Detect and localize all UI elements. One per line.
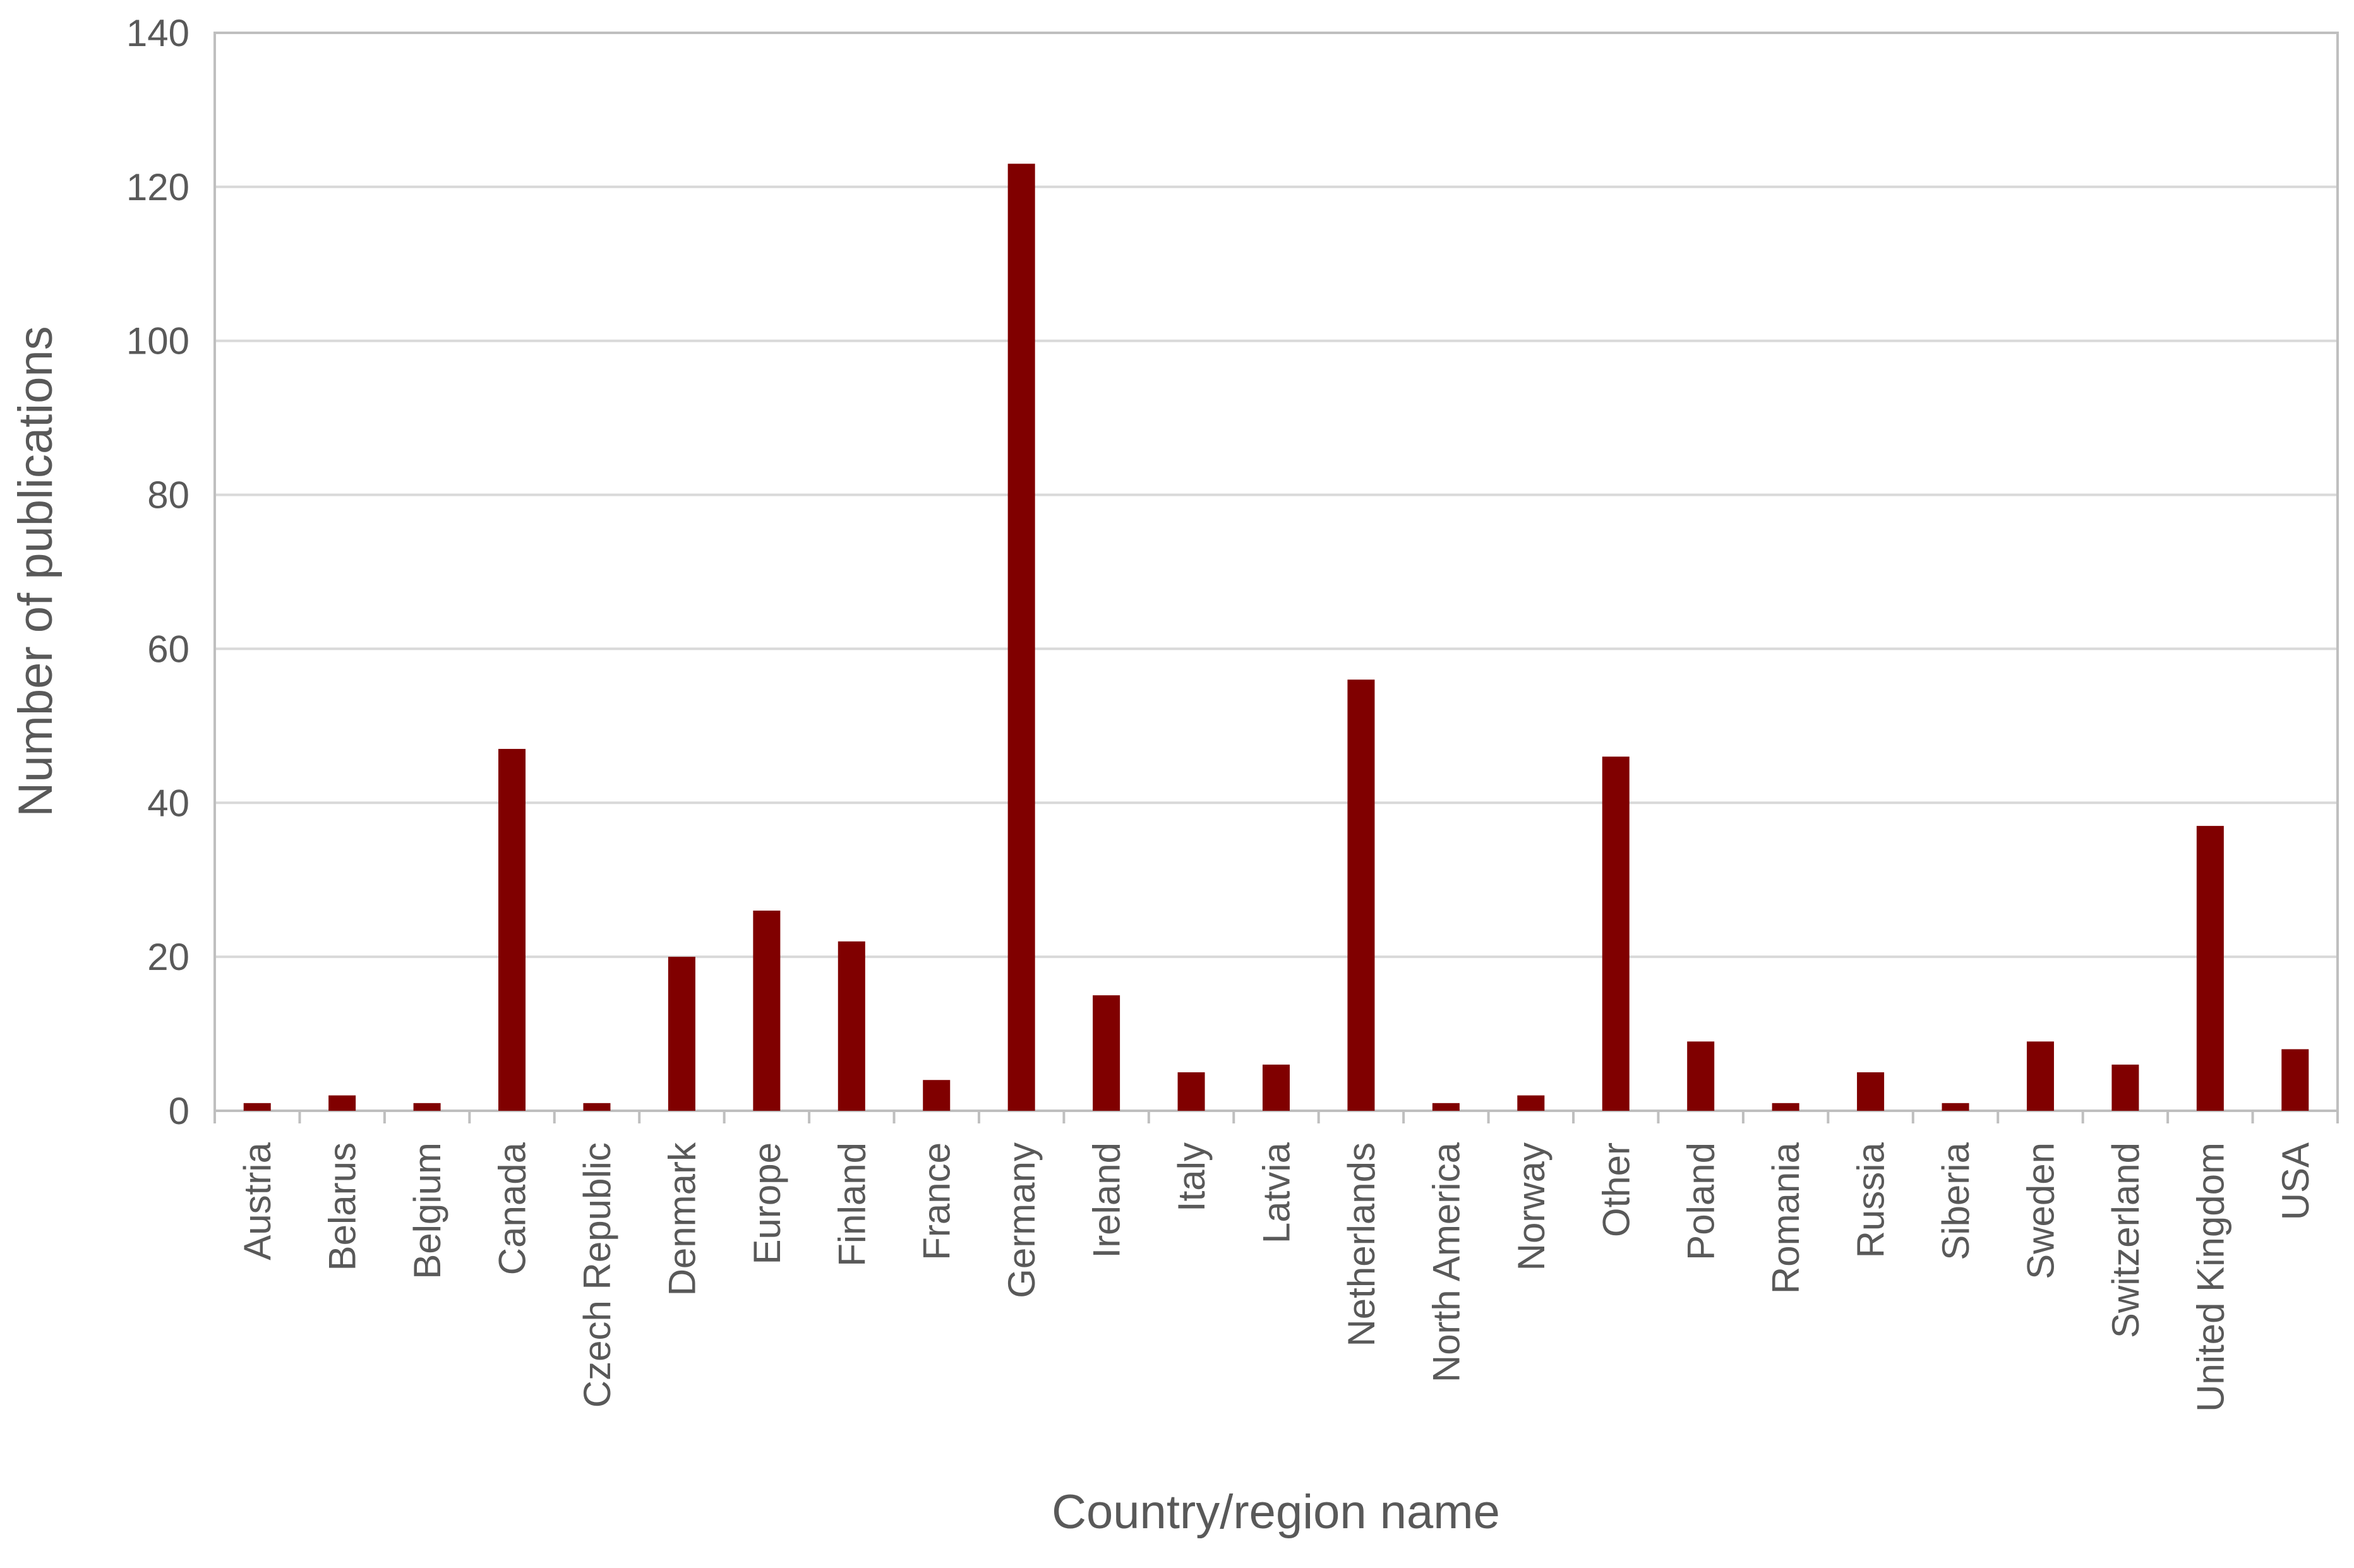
bar: [583, 1103, 611, 1111]
x-tick-label: Latvia: [1256, 1142, 1298, 1243]
y-tick-label: 100: [126, 320, 189, 362]
bar: [1093, 995, 1120, 1111]
x-tick-label: Russia: [1850, 1142, 1892, 1258]
x-tick-label: Sweden: [2019, 1142, 2062, 1279]
bar: [1262, 1064, 1290, 1111]
y-tick-label: 140: [126, 12, 189, 54]
bar: [1942, 1103, 1969, 1111]
x-tick-label: Netherlands: [1340, 1142, 1383, 1347]
bar: [753, 910, 781, 1111]
x-tick-label: Czech Republic: [576, 1142, 618, 1408]
bar: [328, 1095, 356, 1111]
x-axis-title: Country/region name: [1052, 1485, 1500, 1539]
bar: [1347, 679, 1375, 1111]
x-tick-label: North America: [1425, 1142, 1467, 1382]
bar: [413, 1103, 441, 1111]
x-tick-label: Ireland: [1086, 1142, 1128, 1258]
x-tick-label: Austria: [236, 1142, 279, 1260]
y-axis-title: Number of publications: [9, 326, 63, 817]
bar: [838, 941, 865, 1111]
bar: [1857, 1072, 1885, 1111]
x-tick-label: Romania: [1765, 1142, 1807, 1294]
bar: [1432, 1103, 1460, 1111]
x-tick-label: Siberia: [1935, 1142, 1977, 1260]
x-tick-label: Other: [1595, 1142, 1637, 1237]
y-tick-label: 20: [147, 936, 189, 978]
x-tick-label: Finland: [831, 1142, 873, 1267]
bar: [498, 748, 526, 1111]
x-tick-label: Germany: [1000, 1142, 1043, 1298]
x-tick-label: Europe: [746, 1142, 788, 1264]
x-tick-label: United Kingdom: [2189, 1142, 2231, 1412]
bar: [1687, 1041, 1715, 1111]
bar: [668, 957, 695, 1111]
bar: [1602, 757, 1630, 1111]
x-tick-label: Switzerland: [2105, 1142, 2147, 1338]
x-tick-label: Poland: [1680, 1142, 1722, 1260]
x-tick-label: Belarus: [321, 1142, 364, 1271]
bar: [1007, 164, 1035, 1111]
bar: [2196, 825, 2224, 1111]
bar: [243, 1103, 271, 1111]
bar: [923, 1080, 951, 1111]
bar: [1177, 1072, 1205, 1111]
bar: [1772, 1103, 1799, 1111]
y-tick-label: 80: [147, 474, 189, 517]
x-tick-label: Denmark: [661, 1142, 703, 1296]
bar: [2281, 1049, 2309, 1111]
x-tick-label: France: [916, 1142, 958, 1260]
y-tick-label: 40: [147, 782, 189, 824]
bar: [2026, 1041, 2054, 1111]
y-tick-label: 60: [147, 628, 189, 670]
x-tick-label: Canada: [491, 1142, 534, 1275]
x-tick-label: Belgium: [406, 1142, 448, 1279]
x-tick-label: USA: [2274, 1142, 2317, 1220]
bar: [2111, 1064, 2139, 1111]
y-tick-label: 0: [169, 1090, 189, 1132]
y-tick-label: 120: [126, 166, 189, 208]
x-tick-label: Norway: [1510, 1142, 1552, 1271]
x-tick-label: Italy: [1170, 1142, 1213, 1212]
plot-frame: [213, 32, 2339, 1112]
bar: [1517, 1095, 1545, 1111]
